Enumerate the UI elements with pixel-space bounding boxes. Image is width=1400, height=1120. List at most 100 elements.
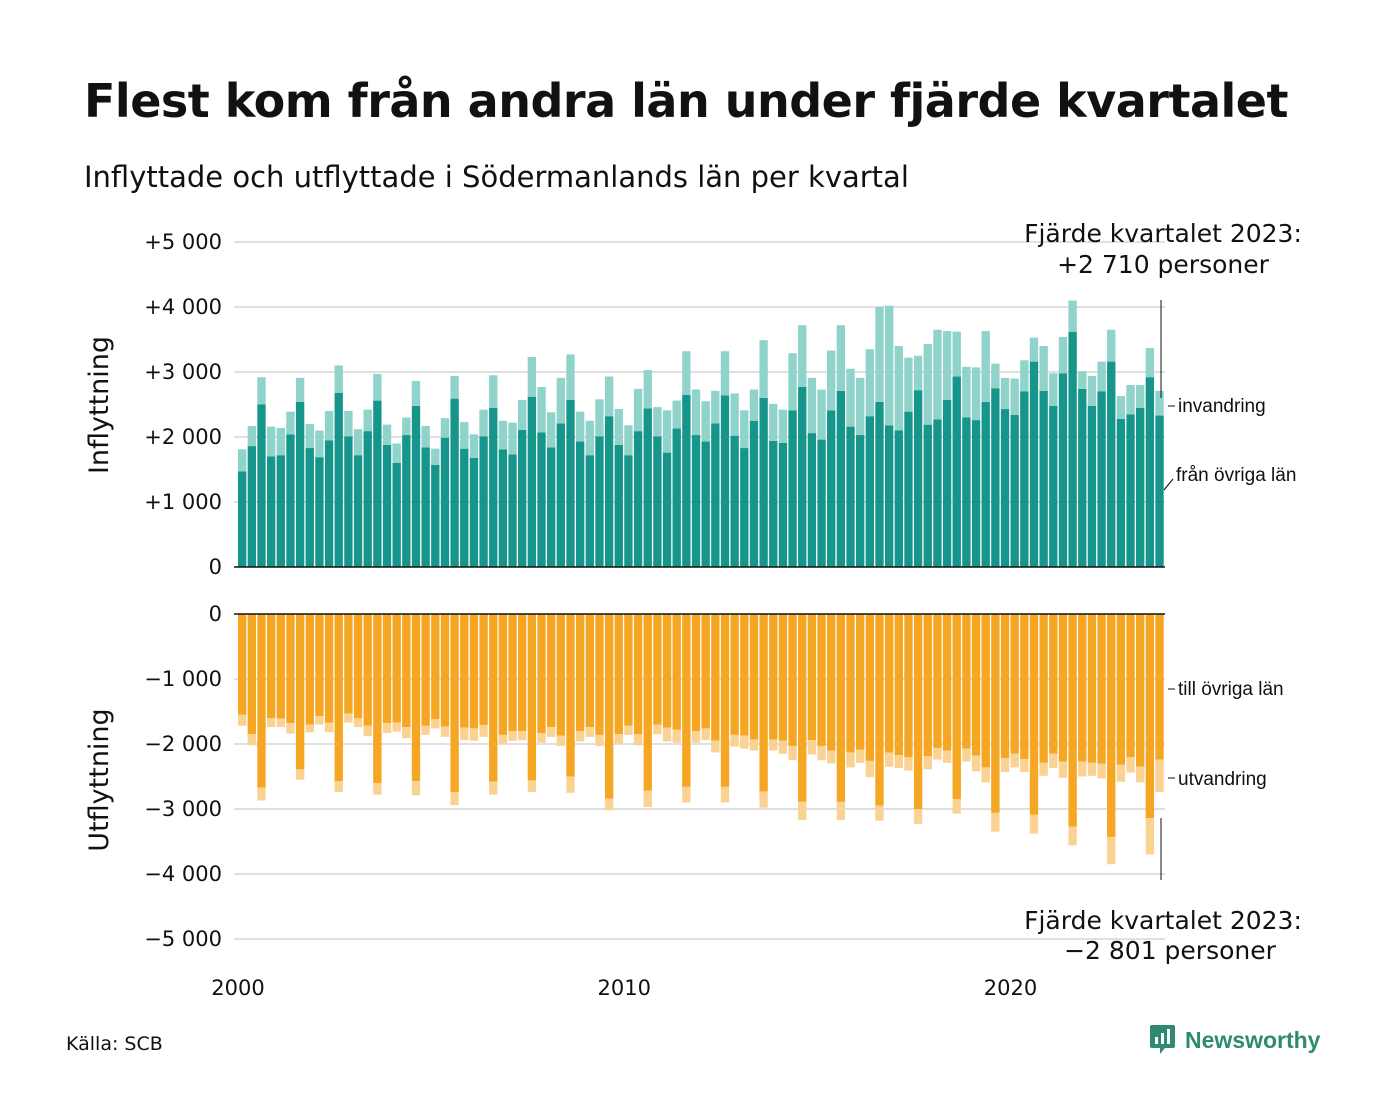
bar-till-ovriga-lan [1029, 614, 1039, 815]
bar-invandring [836, 325, 846, 391]
bar-fran-ovriga-lan [1068, 331, 1077, 567]
bar-fran-ovriga-lan [1155, 415, 1164, 567]
bar-invandring [624, 425, 633, 456]
bar-invandring [1029, 337, 1039, 362]
y-tick-label-outflow: −3 000 [144, 797, 222, 821]
bar-till-ovriga-lan [556, 614, 566, 736]
x-tick-labels: 2000 2010 2020 [211, 976, 1037, 1000]
bar-fran-ovriga-lan [295, 401, 305, 567]
bar-utvandring [836, 801, 846, 821]
bar-fran-ovriga-lan [807, 433, 817, 567]
bar-invandring [286, 411, 295, 435]
bar-till-ovriga-lan [962, 614, 971, 749]
bar-invandring [498, 420, 508, 450]
bar-invandring [547, 412, 556, 448]
bar-till-ovriga-lan [865, 614, 875, 761]
bar-invandring [720, 351, 730, 396]
bar-invandring [846, 368, 855, 427]
bar-invandring [324, 411, 334, 441]
bar-till-ovriga-lan [720, 614, 730, 787]
bar-invandring [788, 353, 797, 411]
bar-utvandring [469, 728, 479, 741]
bar-utvandring [1058, 761, 1068, 778]
bar-invandring [682, 351, 691, 395]
bar-fran-ovriga-lan [344, 436, 353, 567]
bar-utvandring [604, 798, 614, 811]
bar-utvandring [1020, 758, 1029, 772]
bar-till-ovriga-lan [353, 614, 363, 718]
bar-utvandring [315, 716, 324, 725]
bar-till-ovriga-lan [1136, 614, 1145, 767]
bar-fran-ovriga-lan [508, 454, 517, 567]
bar-till-ovriga-lan [633, 614, 643, 735]
bar-invandring [508, 422, 517, 455]
bar-fran-ovriga-lan [373, 400, 382, 567]
bar-utvandring [856, 749, 865, 763]
bar-till-ovriga-lan [769, 614, 778, 740]
bar-till-ovriga-lan [856, 614, 865, 750]
bar-fran-ovriga-lan [904, 411, 913, 567]
bar-invandring [469, 434, 479, 458]
bar-fran-ovriga-lan [1116, 418, 1126, 567]
bar-invandring [421, 425, 430, 448]
bar-fran-ovriga-lan [247, 446, 257, 567]
bar-till-ovriga-lan [827, 614, 836, 751]
bar-fran-ovriga-lan [1029, 361, 1039, 567]
bar-utvandring [537, 732, 546, 743]
bar-fran-ovriga-lan [498, 449, 508, 567]
bar-fran-ovriga-lan [672, 428, 681, 567]
bar-utvandring [923, 756, 932, 770]
tick-labels: 0 +1 000 +2 000 +3 000 +4 000 +5 000 0 −1 000 −2… [144, 230, 222, 951]
bar-till-ovriga-lan [1010, 614, 1019, 754]
bar-utvandring [566, 776, 575, 793]
bar-fran-ovriga-lan [856, 435, 865, 567]
bar-utvandring [1107, 836, 1116, 865]
bar-utvandring [353, 718, 363, 728]
bar-utvandring [460, 727, 469, 741]
bar-utvandring [933, 747, 942, 760]
bar-fran-ovriga-lan [537, 432, 546, 567]
bar-fran-ovriga-lan [894, 430, 903, 567]
bar-till-ovriga-lan [373, 614, 382, 783]
bar-till-ovriga-lan [508, 614, 517, 731]
bar-till-ovriga-lan [489, 614, 498, 782]
bar-till-ovriga-lan [604, 614, 614, 799]
bar-utvandring [701, 728, 710, 741]
bar-utvandring [402, 727, 411, 739]
bar-utvandring [257, 787, 266, 801]
brand-logo[interactable]: Newsworthy [1149, 1024, 1320, 1056]
utvandring-label: utvandring [1178, 769, 1267, 790]
bar-invandring [595, 399, 604, 437]
bar-till-ovriga-lan [575, 614, 585, 731]
bar-invandring [257, 377, 266, 405]
bar-utvandring [334, 781, 343, 793]
bar-till-ovriga-lan [469, 614, 479, 729]
bar-till-ovriga-lan [450, 614, 459, 793]
bar-fran-ovriga-lan [933, 419, 942, 567]
bar-utvandring [817, 745, 826, 761]
bar-utvandring [962, 748, 971, 762]
bar-till-ovriga-lan [431, 614, 440, 720]
bar-utvandring [1136, 766, 1145, 783]
annotations: Fjärde kvartalet 2023: +2 710 personer F… [1024, 219, 1302, 965]
bar-invandring [894, 346, 903, 431]
bar-till-ovriga-lan [807, 614, 817, 741]
bar-till-ovriga-lan [875, 614, 884, 806]
bar-invandring [585, 420, 594, 456]
bar-till-ovriga-lan [257, 614, 266, 788]
bar-fran-ovriga-lan [585, 455, 594, 567]
bar-fran-ovriga-lan [682, 394, 691, 567]
source-note: Källa: SCB [66, 1033, 163, 1055]
bar-fran-ovriga-lan [981, 401, 990, 567]
bar-fran-ovriga-lan [1145, 377, 1155, 567]
bar-invandring [653, 407, 662, 437]
bar-invandring [1107, 329, 1116, 362]
bar-fran-ovriga-lan [556, 423, 566, 567]
bar-invandring [769, 403, 778, 441]
bar-invandring [295, 377, 305, 402]
bar-utvandring [884, 752, 894, 767]
bar-invandring [1116, 396, 1126, 419]
bar-till-ovriga-lan [904, 614, 913, 757]
bar-utvandring [1126, 757, 1135, 773]
bar-till-ovriga-lan [624, 614, 633, 726]
